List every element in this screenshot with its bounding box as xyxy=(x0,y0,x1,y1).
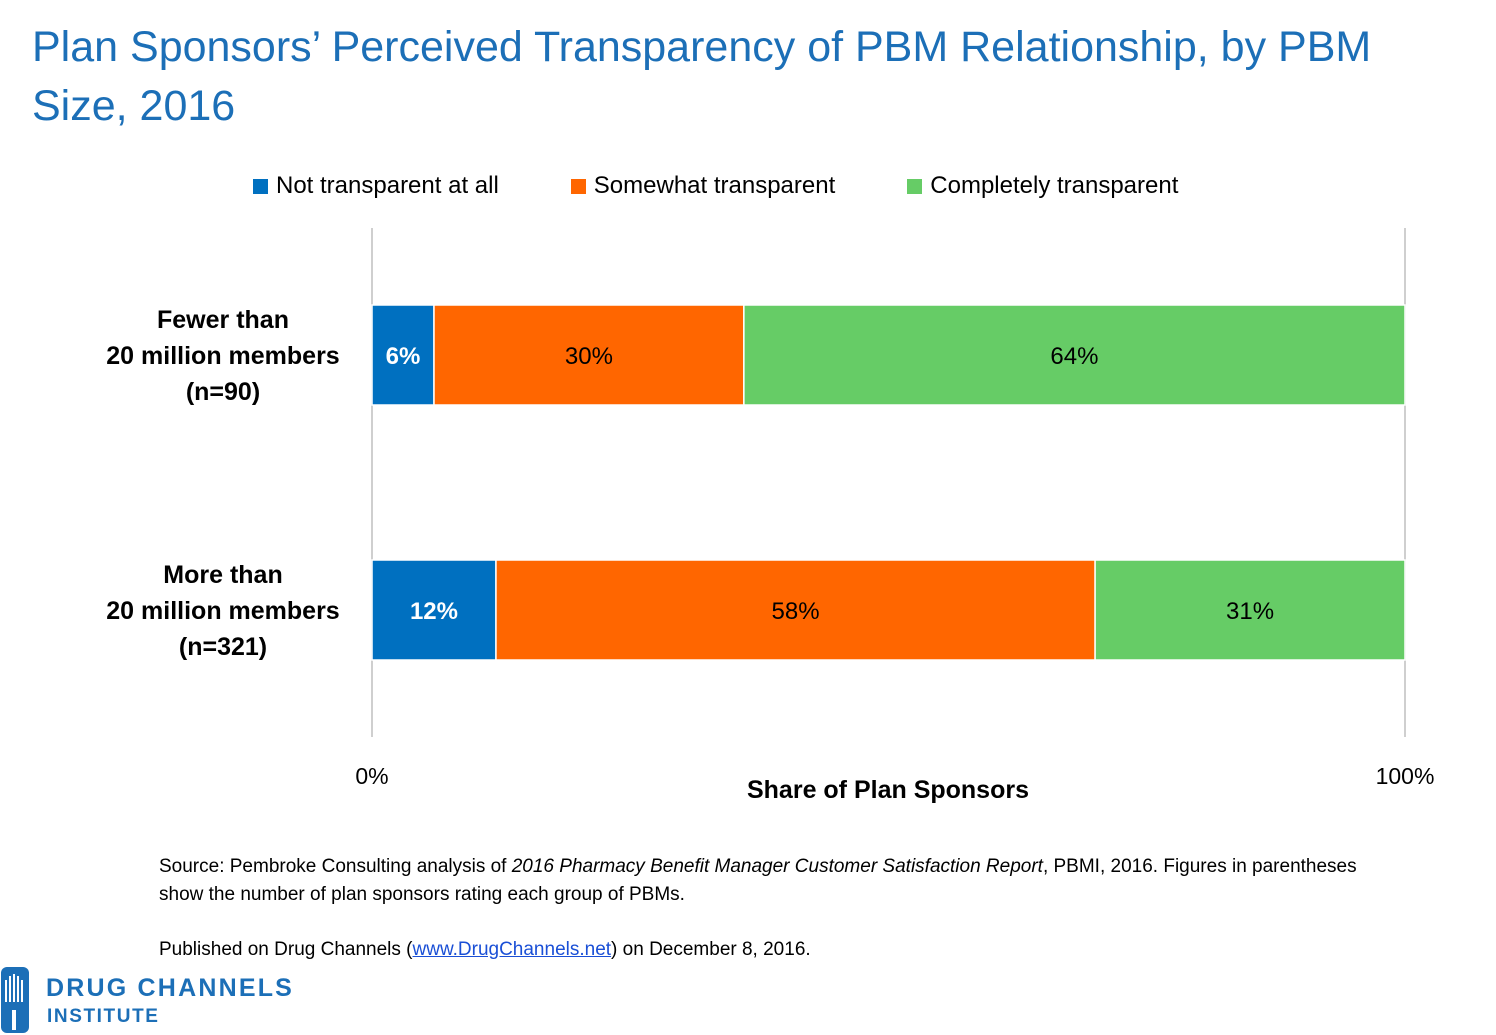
category-label-0-line-2: (n=90) xyxy=(186,378,260,406)
data-label-1-1: 58% xyxy=(772,598,820,625)
legend: Not transparent at all Somewhat transpar… xyxy=(253,170,1178,202)
legend-item-somewhat-transparent: Somewhat transparent xyxy=(570,172,836,200)
data-label-1-2: 31% xyxy=(1226,598,1274,625)
bar-segment-0-2 xyxy=(743,304,1406,406)
category-label-0-line-1: 20 million members xyxy=(106,342,339,370)
chart-title: Plan Sponsors’ Perceived Transparency of… xyxy=(32,23,1372,130)
data-label-0-0: 6% xyxy=(386,343,421,370)
legend-label-completely-transparent: Completely transparent xyxy=(930,172,1179,199)
bar-segment-0-0 xyxy=(371,304,435,406)
source-report-title: 2016 Pharmacy Benefit Manager Customer S… xyxy=(511,856,1043,877)
drugchannels-link[interactable]: www.DrugChannels.net xyxy=(412,939,612,960)
legend-swatch-not-transparent xyxy=(253,178,268,194)
source-note: Source: Pembroke Consulting analysis of … xyxy=(159,853,1399,909)
category-label-1-line-2: (n=321) xyxy=(179,633,267,661)
published-prefix: Published on Drug Channels ( xyxy=(159,939,413,960)
data-label-0-2: 64% xyxy=(1050,343,1098,370)
category-label-1-line-1: 20 million members xyxy=(106,597,339,625)
source-suffix: , PBMI, 2016. Figures in parentheses sho… xyxy=(159,856,1357,905)
legend-swatch-somewhat-transparent xyxy=(570,178,586,194)
data-label-1-0: 12% xyxy=(410,598,458,625)
logo-text-line1: DRUG CHANNELS xyxy=(46,974,295,1002)
logo-column-icon xyxy=(1,967,29,1033)
logo-text-line2: INSTITUTE xyxy=(47,1006,160,1027)
bar-chart: 0% 100% Fewer than 20 million members (n=90)… xyxy=(106,228,1435,789)
bar-segment-1-1 xyxy=(495,559,1096,661)
legend-label-not-transparent: Not transparent at all xyxy=(276,172,499,199)
bar-segment-1-2 xyxy=(1094,559,1406,661)
category-label-1-line-0: More than xyxy=(163,561,282,589)
bar-segment-1-0 xyxy=(371,559,497,661)
legend-item-not-transparent: Not transparent at all xyxy=(253,172,499,200)
category-label-0-line-0: Fewer than xyxy=(157,306,289,334)
drug-channels-logo: DRUG CHANNELS INSTITUTE xyxy=(0,964,340,1035)
x-axis-title: Share of Plan Sponsors xyxy=(746,776,1029,804)
legend-label-somewhat-transparent: Somewhat transparent xyxy=(593,172,836,199)
legend-item-completely-transparent: Completely transparent xyxy=(907,172,1178,200)
published-note: Published on Drug Channels (www.DrugChan… xyxy=(159,936,1399,964)
x-tick-label-0: 0% xyxy=(355,763,388,789)
x-tick-label-1: 100% xyxy=(1376,763,1435,789)
source-prefix: Source: Pembroke Consulting analysis of xyxy=(159,856,512,877)
published-suffix: ) on December 8, 2016. xyxy=(611,939,811,960)
bar-segment-0-1 xyxy=(433,304,745,406)
legend-swatch-completely-transparent xyxy=(907,178,923,194)
data-label-0-1: 30% xyxy=(565,343,613,370)
